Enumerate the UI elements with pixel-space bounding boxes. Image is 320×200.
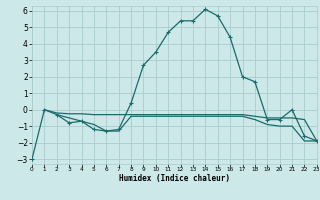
X-axis label: Humidex (Indice chaleur): Humidex (Indice chaleur) <box>119 174 230 183</box>
